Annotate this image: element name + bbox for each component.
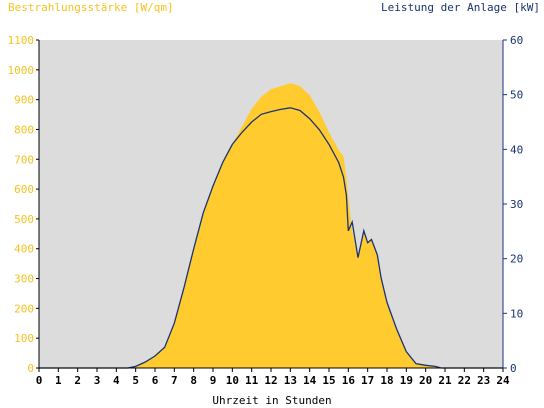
left-y-tick-label: 100 [14,332,34,345]
right-y-tick-label: 10 [510,307,523,320]
x-tick-label: 6 [152,374,159,387]
x-tick-label: 19 [400,374,413,387]
x-tick-label: 14 [303,374,317,387]
left-y-tick-label: 0 [27,362,34,375]
x-tick-label: 17 [361,374,374,387]
left-y-tick-label: 700 [14,153,34,166]
x-tick-label: 20 [419,374,432,387]
right-y-tick-label: 40 [510,143,523,156]
series-line-power [39,107,503,369]
x-tick-label: 10 [226,374,239,387]
x-tick-label: 7 [171,374,178,387]
left-y-tick-label: 300 [14,273,34,286]
x-tick-label: 5 [132,374,139,387]
x-tick-label: 2 [74,374,81,387]
x-tick-label: 12 [264,374,277,387]
left-y-tick-label: 600 [14,183,34,196]
left-y-tick-label: 1100 [8,34,35,47]
x-tick-label: 3 [94,374,101,387]
x-tick-label: 16 [342,374,356,387]
x-tick-label: 23 [477,374,490,387]
series-area-irradiance [39,83,503,368]
left-y-tick-label: 200 [14,302,34,315]
left-axis-title: Bestrahlungsstärke [W/qm] [8,1,174,14]
right-y-tick-label: 0 [510,362,517,375]
left-y-tick-label: 400 [14,243,34,256]
x-tick-label: 13 [284,374,297,387]
x-tick-label: 21 [438,374,452,387]
x-tick-label: 15 [322,374,335,387]
x-tick-label: 24 [496,374,510,387]
right-axis-title: Leistung der Anlage [kW] [381,1,540,14]
right-y-tick-label: 50 [510,89,523,102]
x-tick-label: 18 [380,374,393,387]
right-y-tick-label: 30 [510,198,523,211]
x-tick-label: 0 [36,374,43,387]
x-tick-label: 11 [245,374,259,387]
right-y-tick-label: 60 [510,34,523,47]
x-tick-label: 22 [458,374,471,387]
left-y-tick-label: 900 [14,94,34,107]
left-y-tick-label: 1000 [8,64,35,77]
x-axis-title: Uhrzeit in Stunden [212,394,332,407]
x-tick-label: 1 [55,374,62,387]
x-tick-label: 8 [190,374,197,387]
x-tick-label: 9 [210,374,217,387]
right-y-tick-label: 20 [510,253,523,266]
x-tick-label: 4 [113,374,120,387]
left-y-tick-label: 500 [14,213,34,226]
left-y-tick-label: 800 [14,123,34,136]
